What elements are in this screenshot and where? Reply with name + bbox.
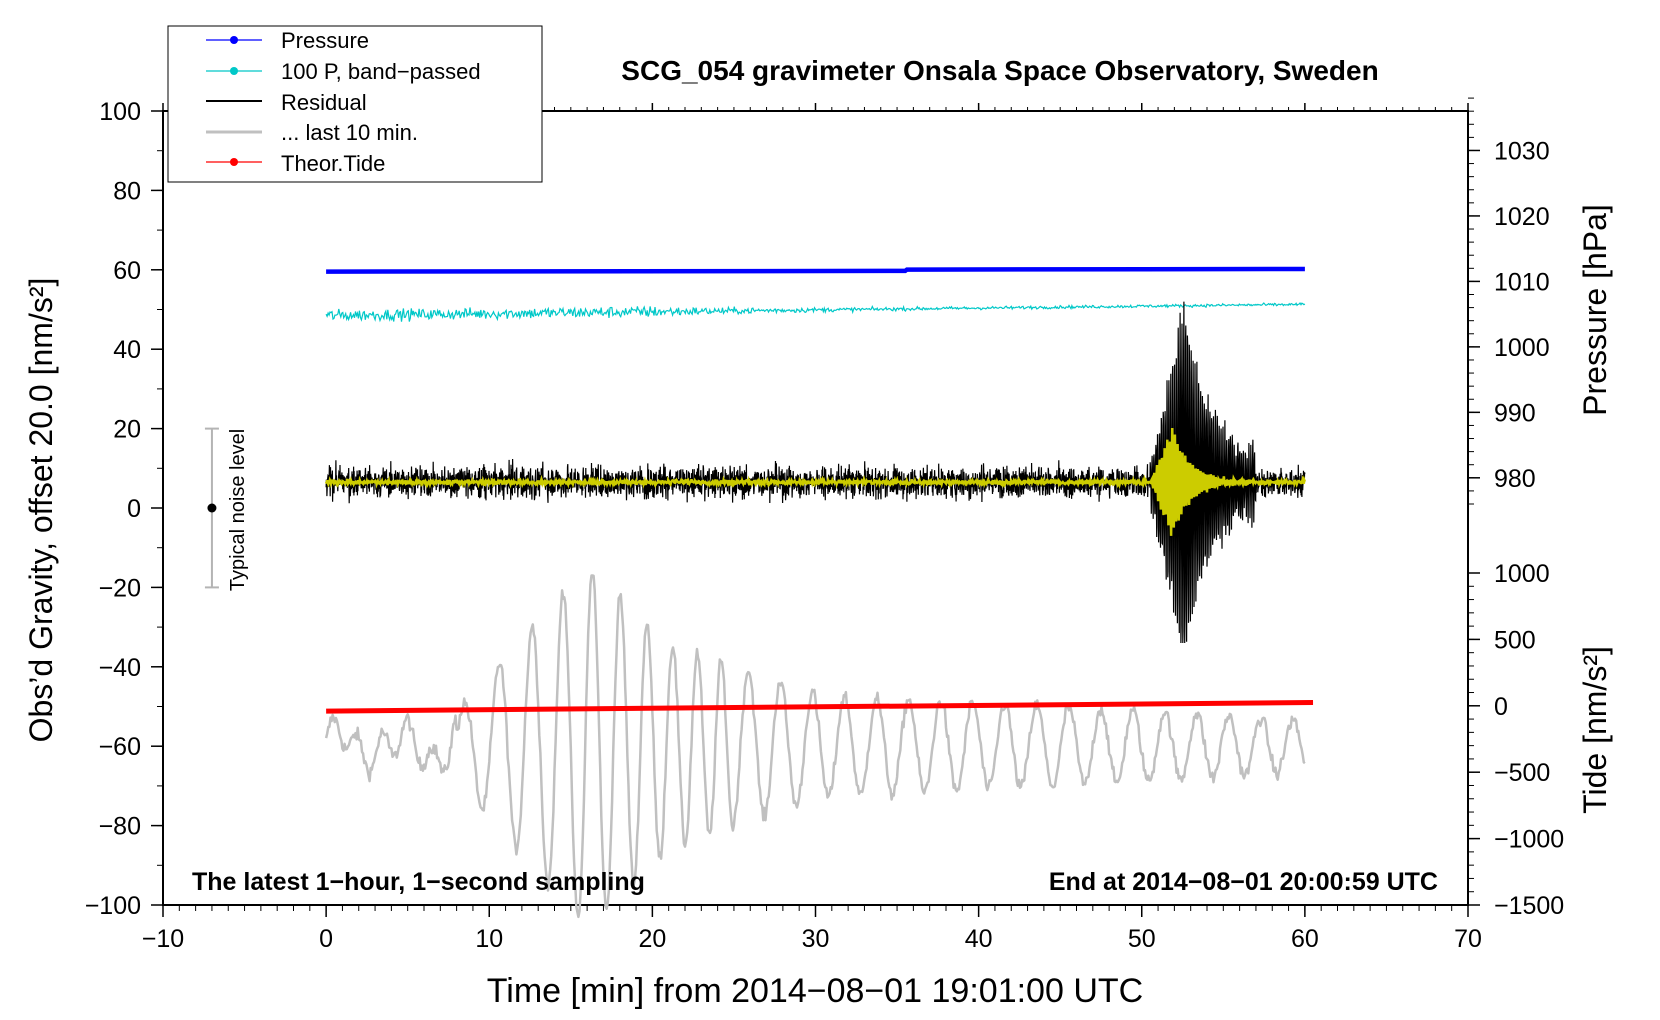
tide-tick-label: 500 [1494,626,1536,654]
y-tick-label: 80 [113,177,141,205]
series-bandpassed-line [325,301,1306,323]
legend-label-pressure: Pressure [281,28,369,53]
y-axis-label-pressure: Pressure [hPa] [1577,204,1613,416]
axes-layer: −10 0 10 20 30 40 50 60 70−100−80−60−40−20020406… [85,97,1564,953]
sampling-note: The latest 1−hour, 1−second sampling [192,868,645,896]
pressure-tick-label: 1020 [1494,203,1550,231]
x-tick-label: −10 [142,925,184,953]
y-tick-label: −80 [99,813,141,841]
noise-level-indicator [204,427,219,589]
legend-box [167,25,543,183]
x-tick-label: 70 [1454,925,1482,953]
tide-tick-label: 0 [1494,693,1508,721]
pressure-tick-label: 1030 [1494,137,1550,165]
series-filtered-line [324,427,1307,536]
y-tick-label: −20 [99,574,141,602]
plot-frame [162,110,1469,906]
x-tick-label: 20 [638,925,666,953]
x-tick-label: 0 [319,925,333,953]
pressure-tick-label: 990 [1494,399,1536,427]
x-tick-label: 60 [1291,925,1319,953]
legend-marker-pressure [230,36,238,44]
y-tick-label: 0 [127,495,141,523]
series-layer [324,266,1314,919]
x-tick-label: 50 [1128,925,1156,953]
x-axis-label: Time [min] from 2014−08−01 19:01:00 UTC [487,972,1143,1010]
pressure-tick-label: 1010 [1494,268,1550,296]
pressure-tick-label: 980 [1494,465,1536,493]
legend-label-tide: Theor.Tide [281,151,385,176]
y-axis-label-left: Obs’d Gravity, offset 20.0 [nm/s²] [23,278,59,743]
noise-level-label: Typical noise level [227,429,249,591]
y-tick-label: −100 [85,892,141,920]
x-tick-label: 10 [475,925,503,953]
x-tick-label: 40 [965,925,993,953]
y-axis-label-tide: Tide [nm/s²] [1577,646,1613,814]
x-tick-label: 30 [802,925,830,953]
legend-label-residual: Residual [281,90,367,115]
series-last10-line [324,574,1306,919]
series-tide-line [326,699,1314,714]
tide-tick-label: 1000 [1494,560,1550,588]
y-tick-label: 100 [99,98,141,126]
chart-title: SCG_054 gravimeter Onsala Space Observat… [621,55,1378,86]
y-tick-label: −60 [99,733,141,761]
y-tick-label: 20 [113,416,141,444]
tide-tick-label: −1000 [1494,826,1564,854]
legend-marker-bandpassed [230,67,238,75]
series-pressure-line [326,266,1305,274]
y-tick-label: −40 [99,654,141,682]
legend-label-last10: ... last 10 min. [281,120,418,145]
legend: Pressure 100 P, band−passed Residual ...… [167,25,543,183]
noise-bar-center-dot [207,503,217,513]
legend-label-bandpassed: 100 P, band−passed [281,59,481,84]
legend-marker-tide [230,158,238,166]
tide-tick-label: −1500 [1494,892,1564,920]
pressure-tick-label: 1000 [1494,334,1550,362]
end-time-note: End at 2014−08−01 20:00:59 UTC [1049,868,1438,896]
tide-tick-label: −500 [1494,759,1550,787]
y-tick-label: 40 [113,336,141,364]
y-tick-label: 60 [113,257,141,285]
